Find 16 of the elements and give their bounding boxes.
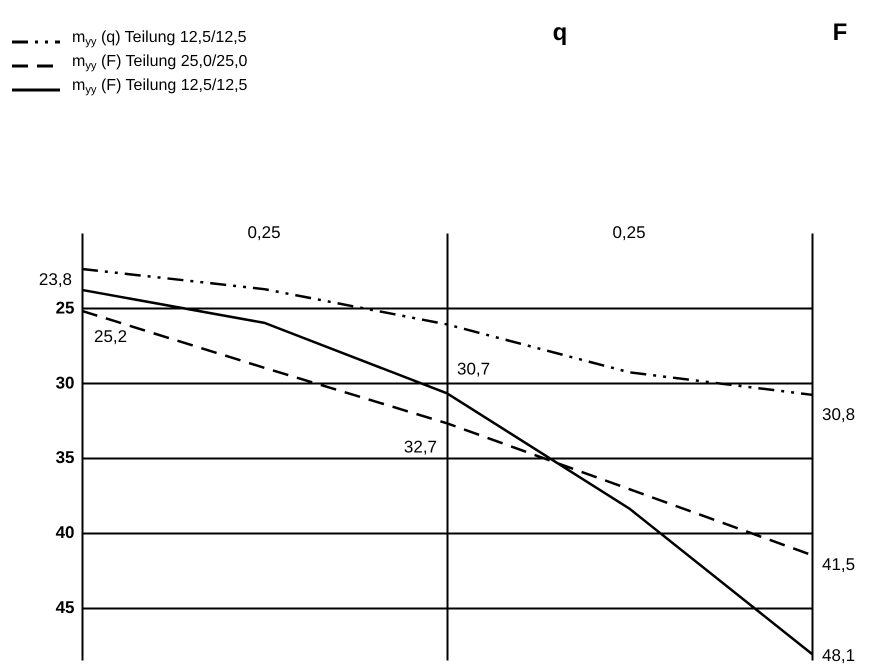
data-label: 23,8 [38, 270, 72, 289]
annotation: 0,25 [247, 223, 281, 242]
y-tick-label: 45 [56, 598, 74, 618]
data-label: 25,2 [94, 326, 128, 346]
y-tick-label: 40 [56, 523, 74, 542]
annotation: 0,25 [612, 223, 646, 242]
y-tick-label: 25 [56, 298, 74, 318]
y-tick-label: 35 [56, 448, 74, 468]
data-label: 41,5 [822, 555, 856, 574]
data-label: 30,7 [457, 359, 490, 378]
y-tick-label: 30 [56, 373, 74, 392]
text: q [552, 19, 568, 46]
text: F [832, 19, 848, 46]
data-label: 32,7 [404, 437, 437, 456]
data-label: 30,8 [822, 404, 856, 424]
data-label: 48,1 [822, 646, 856, 666]
